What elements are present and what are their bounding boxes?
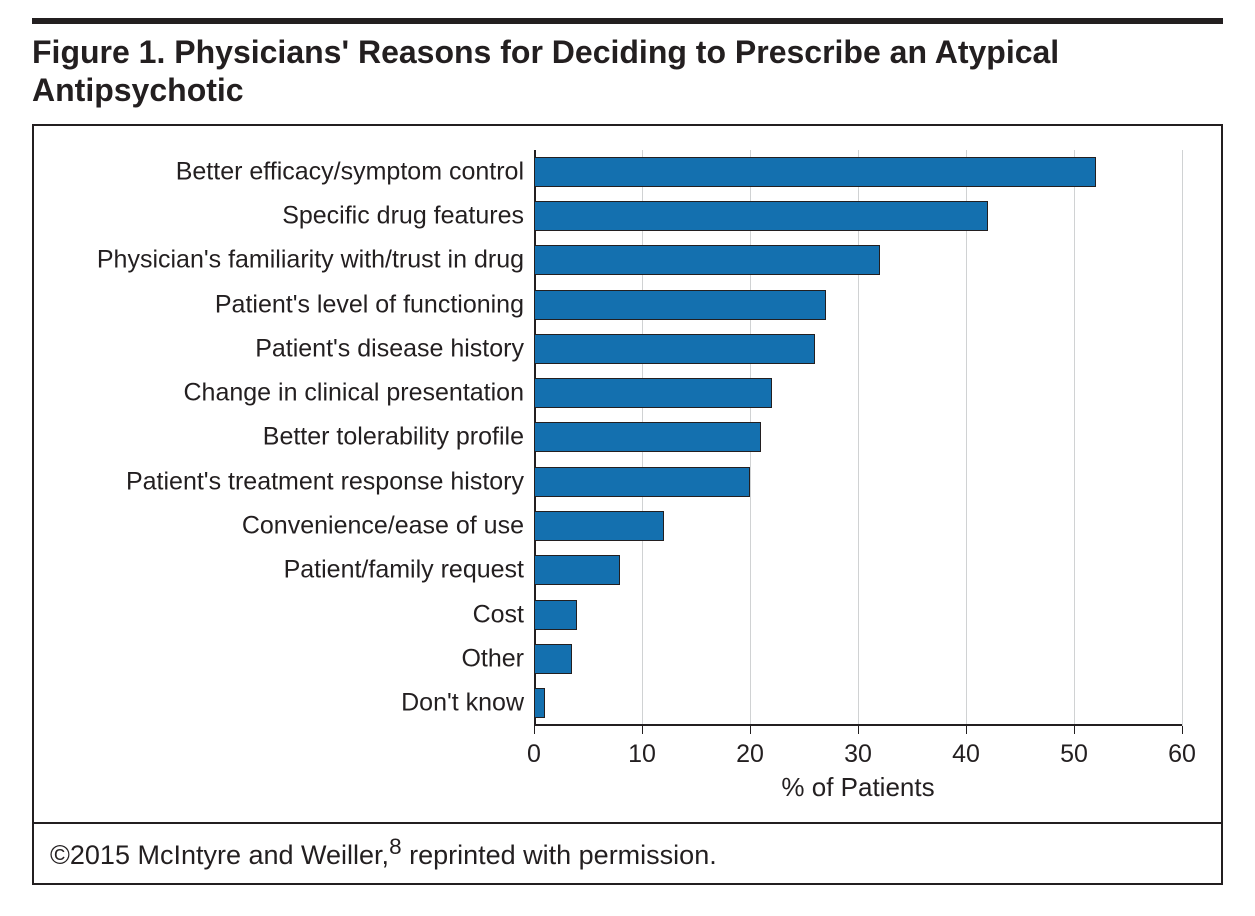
category-label: Convenience/ease of use <box>242 512 534 541</box>
x-tick-label: 30 <box>844 740 872 769</box>
category-label: Physician's familiarity with/trust in dr… <box>97 246 534 275</box>
x-tick-label: 40 <box>952 740 980 769</box>
bar <box>534 467 750 497</box>
x-tick-label: 60 <box>1168 740 1196 769</box>
category-label: Other <box>461 644 534 673</box>
bar <box>534 600 577 630</box>
figure-caption: ©2015 McIntyre and Weiller,8 reprinted w… <box>32 824 1223 885</box>
bar <box>534 422 761 452</box>
x-tick-mark <box>534 726 535 734</box>
figure-top-rule <box>32 18 1223 24</box>
x-tick-mark <box>858 726 859 734</box>
category-label: Better efficacy/symptom control <box>176 157 534 186</box>
x-tick-label: 0 <box>527 740 541 769</box>
gridline <box>1182 150 1183 726</box>
caption-citation-sup: 8 <box>389 834 402 859</box>
category-label: Patient/family request <box>284 556 534 585</box>
x-tick-mark <box>966 726 967 734</box>
category-label: Specific drug features <box>282 201 534 230</box>
x-tick-label: 10 <box>628 740 656 769</box>
bar <box>534 644 572 674</box>
category-label: Patient's disease history <box>255 334 534 363</box>
caption-suffix: reprinted with permission. <box>402 840 717 870</box>
x-tick-mark <box>642 726 643 734</box>
x-tick-mark <box>1074 726 1075 734</box>
bar <box>534 157 1096 187</box>
x-tick-mark <box>750 726 751 734</box>
gridline <box>1074 150 1075 726</box>
chart-box: Better efficacy/symptom control Specific … <box>32 124 1223 824</box>
category-label: Don't know <box>401 689 534 718</box>
bar <box>534 511 664 541</box>
bar <box>534 201 988 231</box>
x-tick-label: 50 <box>1060 740 1088 769</box>
bar <box>534 245 880 275</box>
bar <box>534 555 620 585</box>
x-tick-label: 20 <box>736 740 764 769</box>
category-label: Patient's treatment response history <box>126 467 534 496</box>
bar <box>534 378 772 408</box>
category-label: Patient's level of functioning <box>215 290 534 319</box>
gridline <box>966 150 967 726</box>
bar <box>534 290 826 320</box>
caption-prefix: ©2015 McIntyre and Weiller, <box>50 840 389 870</box>
category-label: Better tolerability profile <box>263 423 534 452</box>
category-label: Cost <box>473 600 534 629</box>
chart-plot-area: Better efficacy/symptom controlSpecific … <box>534 150 1182 726</box>
gridline <box>858 150 859 726</box>
category-label: Change in clinical presentation <box>184 379 535 408</box>
bar <box>534 688 545 718</box>
figure-container: Figure 1. Physicians' Reasons for Decidi… <box>0 0 1255 916</box>
x-axis-title: % of Patients <box>534 772 1182 803</box>
x-tick-mark <box>1182 726 1183 734</box>
bar <box>534 334 815 364</box>
figure-title: Figure 1. Physicians' Reasons for Decidi… <box>32 34 1223 110</box>
